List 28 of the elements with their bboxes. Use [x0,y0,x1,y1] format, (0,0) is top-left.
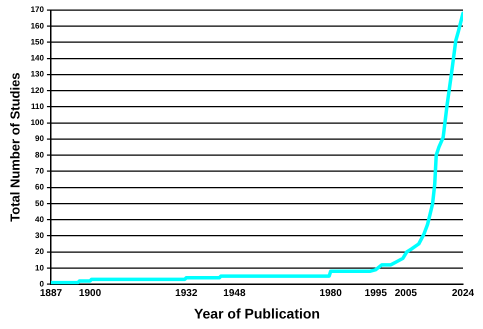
y-tick-label: 170 [30,5,44,14]
x-axis-title: Year of Publication [194,305,320,322]
x-tick-label: 1995 [364,288,388,299]
y-tick-label: 70 [35,166,44,176]
y-tick-label: 100 [30,118,44,128]
x-tick-label: 1932 [175,288,198,299]
y-tick-label: 140 [30,54,44,63]
y-tick-label: 50 [35,198,44,208]
y-tick-label: 110 [31,102,44,111]
x-tick-label: 1948 [223,288,246,299]
y-tick-label: 130 [30,70,44,79]
y-tick-label: 120 [30,86,44,95]
x-tick-label: 2005 [394,288,418,299]
y-tick-label: 90 [35,134,44,144]
x-tick-label: 2024 [452,288,475,299]
y-tick-label: 160 [30,21,44,30]
y-tick-label: 60 [35,182,44,192]
y-tick-label: 30 [35,231,44,240]
x-tick-label: 1980 [320,288,342,299]
y-axis-title: Total Number of Studies [7,72,22,222]
x-tick-label: 1900 [78,288,102,299]
y-tick-label: 40 [35,214,44,224]
y-tick-label: 20 [35,247,44,256]
y-tick-label: 0 [39,279,44,288]
x-tick-label: 1887 [40,288,63,299]
y-tick-label: 150 [30,37,44,46]
y-tick-label: 10 [35,263,44,272]
y-tick-label: 80 [35,150,44,160]
